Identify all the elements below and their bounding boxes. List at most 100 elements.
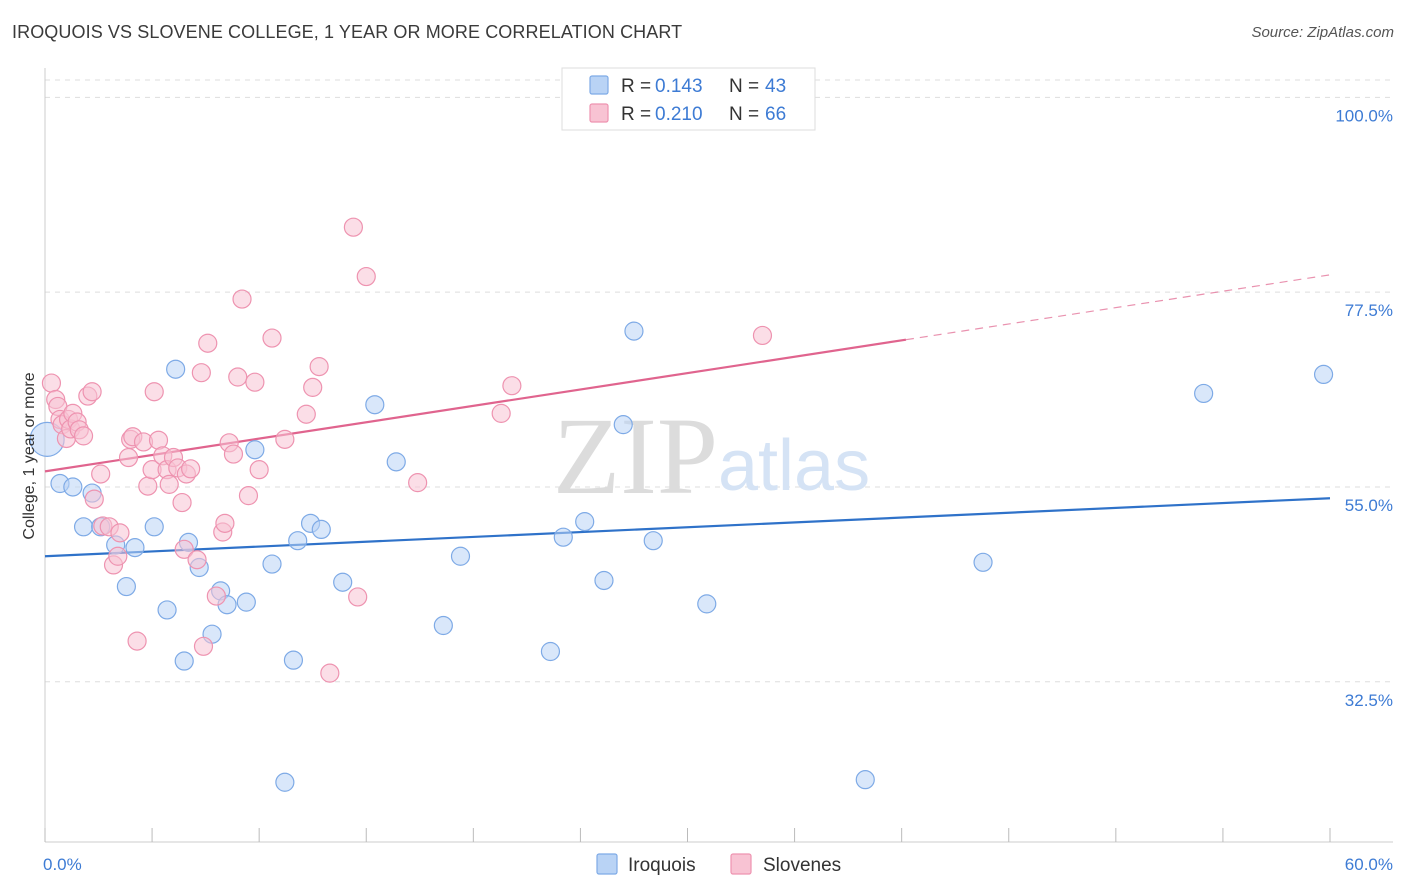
legend-swatch-slovenes <box>589 103 609 123</box>
point-slovenes <box>144 382 164 402</box>
watermark-atlas: atlas <box>718 426 870 506</box>
point-iroquois <box>245 440 265 460</box>
point-iroquois <box>262 554 282 574</box>
point-slovenes <box>110 523 130 543</box>
point-iroquois <box>855 770 875 790</box>
point-slovenes <box>245 372 265 392</box>
point-slovenes <box>172 492 192 513</box>
point-slovenes <box>356 266 376 287</box>
watermark: ZIP atlas <box>553 395 870 517</box>
point-slovenes <box>174 539 194 559</box>
point-slovenes <box>198 333 218 353</box>
point-slovenes <box>118 447 139 468</box>
point-iroquois <box>144 517 164 537</box>
point-slovenes <box>41 373 62 393</box>
point-slovenes <box>108 546 128 566</box>
point-slovenes <box>91 464 111 484</box>
legend-slovenes-r-value: 0.210 <box>655 104 703 125</box>
point-iroquois <box>116 576 136 597</box>
point-slovenes <box>127 631 147 651</box>
point-iroquois <box>236 592 256 612</box>
y-tick-label: 100.0% <box>1335 106 1393 125</box>
point-slovenes <box>262 328 282 348</box>
point-slovenes <box>228 367 248 387</box>
point-iroquois <box>275 772 295 792</box>
point-slovenes <box>303 377 323 397</box>
point-slovenes <box>296 404 316 424</box>
point-iroquois <box>973 552 993 572</box>
y-axis-title: College, 1 year or more <box>21 372 38 539</box>
point-slovenes <box>238 486 259 506</box>
y-tick-label: 32.5% <box>1345 691 1393 710</box>
point-iroquois <box>73 517 94 537</box>
legend-slovenes-n-label: N = <box>729 104 759 125</box>
legend-iroquois-n-value: 43 <box>765 76 786 97</box>
x-tick-label: 0.0% <box>43 855 82 874</box>
legend-slovenes-n-value: 66 <box>765 104 786 125</box>
point-slovenes <box>82 382 102 402</box>
point-iroquois <box>594 570 614 591</box>
y-tick-label: 77.5% <box>1345 301 1393 320</box>
point-slovenes <box>206 586 226 606</box>
point-slovenes <box>408 473 428 493</box>
point-iroquois <box>643 531 663 551</box>
point-slovenes <box>320 663 340 683</box>
point-slovenes <box>187 550 207 570</box>
point-slovenes <box>191 363 211 383</box>
point-iroquois <box>63 477 83 497</box>
chart-title: IROQUOIS VS SLOVENE COLLEGE, 1 YEAR OR M… <box>12 22 683 42</box>
point-iroquois <box>540 641 561 662</box>
point-slovenes <box>348 587 368 607</box>
point-iroquois <box>365 395 385 415</box>
legend-iroquois-n-label: N = <box>729 76 759 97</box>
point-iroquois <box>624 321 644 341</box>
data-points <box>29 217 1334 792</box>
point-slovenes <box>232 289 252 309</box>
bottom-legend-swatch-iroquois <box>596 853 618 875</box>
point-slovenes <box>73 426 94 446</box>
point-iroquois <box>386 452 406 472</box>
x-tick-labels: 0.0% 60.0% <box>43 855 1393 874</box>
point-iroquois <box>311 519 331 540</box>
point-slovenes <box>275 429 295 449</box>
point-iroquois <box>125 537 145 558</box>
legend: R = 0.143 N = 43 R = 0.210 N = 66 <box>561 67 816 131</box>
point-slovenes <box>309 357 329 377</box>
point-slovenes <box>343 217 363 237</box>
point-iroquois <box>1194 383 1214 404</box>
bottom-legend-swatch-slovenes <box>730 853 752 875</box>
point-slovenes <box>223 444 244 464</box>
bottom-legend: Iroquois Slovenes <box>596 853 841 876</box>
point-iroquois <box>157 600 177 620</box>
trend-line-iroquois <box>44 497 1331 558</box>
y-tick-labels: 32.5% 55.0% 77.5% 100.0% <box>1335 106 1393 709</box>
watermark-zip: ZIP <box>553 395 718 517</box>
point-slovenes <box>502 376 522 396</box>
point-slovenes <box>215 513 235 533</box>
point-slovenes <box>181 459 201 479</box>
trend-line-extension-slovenes <box>905 274 1331 341</box>
point-iroquois <box>288 531 308 551</box>
legend-slovenes-r-label: R = <box>621 104 651 125</box>
trend-lines <box>44 274 1331 558</box>
point-slovenes <box>84 489 104 509</box>
point-slovenes <box>159 474 179 494</box>
point-slovenes <box>193 636 214 656</box>
trend-line-slovenes <box>44 338 907 473</box>
point-iroquois <box>166 359 186 379</box>
point-slovenes <box>249 460 269 480</box>
point-iroquois <box>174 651 194 671</box>
point-slovenes <box>491 403 511 423</box>
point-iroquois <box>697 594 717 614</box>
point-slovenes <box>138 476 158 496</box>
source-credit: Source: ZipAtlas.com <box>1251 24 1394 41</box>
point-iroquois <box>575 512 595 532</box>
y-tick-label: 55.0% <box>1345 496 1393 515</box>
bottom-legend-iroquois: Iroquois <box>628 855 696 876</box>
point-iroquois <box>450 546 471 566</box>
point-iroquois <box>433 615 453 636</box>
x-tick-label: 60.0% <box>1345 855 1393 874</box>
point-iroquois <box>1313 364 1334 385</box>
point-iroquois <box>283 650 304 670</box>
